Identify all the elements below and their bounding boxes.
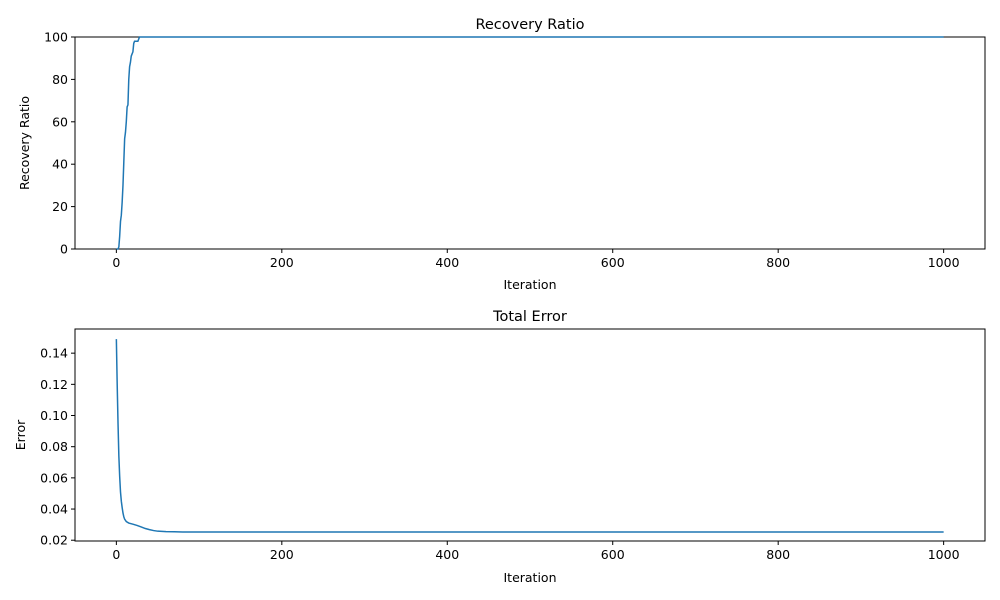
recovery-ratio-y-tick-label: 100: [44, 30, 68, 45]
recovery-ratio-x-tick-label: 1000: [928, 255, 960, 270]
recovery-ratio-panel: 0 200 400 600 800 1000 0 20 40 60 80 100 Recovery R…: [17, 17, 986, 292]
recovery-ratio-y-tick-label: 40: [52, 157, 68, 172]
total-error-x-tick-label: 600: [601, 547, 625, 562]
total-error-y-tick-label: 0.10: [40, 408, 68, 423]
total-error-x-tick-label: 0: [112, 547, 120, 562]
recovery-ratio-y-axis-label: Recovery Ratio: [17, 96, 32, 190]
recovery-ratio-x-axis-label: Iteration: [503, 277, 556, 292]
recovery-ratio-y-tick-label: 80: [52, 72, 68, 87]
total-error-panel: 0 200 400 600 800 1000 0.02 0.04 0.06 0.08 0.10 0.1…: [13, 309, 986, 585]
total-error-title: Total Error: [492, 309, 567, 325]
recovery-ratio-y-tick-label: 0: [60, 242, 68, 257]
recovery-ratio-series-line: [116, 36, 944, 250]
total-error-y-axis-label: Error: [13, 419, 28, 450]
total-error-x-tick-label: 200: [270, 547, 294, 562]
total-error-ticks: 0 200 400 600 800 1000 0.02 0.04 0.06 0.08 0.10 0.1…: [40, 346, 959, 562]
total-error-x-tick-label: 800: [766, 547, 790, 562]
recovery-ratio-x-tick-label: 800: [766, 255, 790, 270]
total-error-x-tick-label: 1000: [928, 547, 960, 562]
recovery-ratio-x-tick-label: 400: [435, 255, 459, 270]
total-error-y-tick-label: 0.02: [40, 533, 68, 548]
recovery-ratio-y-tick-label: 60: [52, 114, 68, 129]
recovery-ratio-ticks: 0 200 400 600 800 1000 0 20 40 60 80 100: [44, 30, 959, 271]
total-error-y-tick-label: 0.12: [40, 377, 68, 392]
recovery-ratio-y-tick-label: 20: [52, 199, 68, 214]
total-error-y-tick-label: 0.14: [40, 346, 68, 361]
recovery-ratio-title: Recovery Ratio: [475, 17, 584, 33]
total-error-series-line: [115, 339, 944, 533]
total-error-y-tick-label: 0.04: [40, 502, 68, 517]
recovery-ratio-x-tick-label: 600: [601, 255, 625, 270]
total-error-y-tick-label: 0.06: [40, 470, 68, 485]
total-error-x-axis-label: Iteration: [503, 570, 556, 585]
total-error-plot-area: [74, 328, 986, 542]
total-error-x-tick-label: 400: [435, 547, 459, 562]
total-error-y-tick-label: 0.08: [40, 439, 68, 454]
recovery-ratio-x-tick-label: 0: [112, 255, 120, 270]
recovery-ratio-plot-area: [74, 36, 986, 250]
recovery-ratio-x-tick-label: 200: [270, 255, 294, 270]
